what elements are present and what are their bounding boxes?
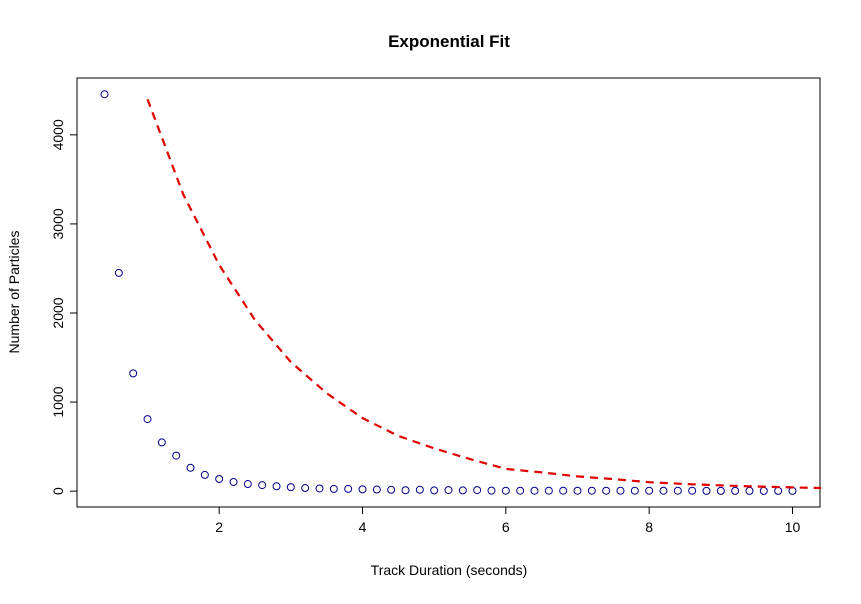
data-point [100,90,109,99]
data-point [630,486,639,495]
data-point [172,451,181,460]
x-tick-label: 4 [359,519,367,535]
y-tick-label: 1000 [50,386,66,417]
data-point [200,470,209,479]
x-tick-label: 6 [502,519,510,535]
data-point [329,484,338,493]
x-tick-label: 10 [785,519,801,535]
data-point [530,486,539,495]
data-point [688,486,697,495]
data-point [387,485,396,494]
chart-title: Exponential Fit [388,32,510,51]
data-point [731,486,740,495]
x-tick-label: 8 [645,519,653,535]
data-point [301,484,310,493]
data-point [315,484,324,493]
data-point [501,486,510,495]
data-point [186,463,195,472]
data-point [702,486,711,495]
data-point [673,486,682,495]
data-point [559,486,568,495]
data-point [114,268,123,277]
data-point [473,486,482,495]
data-point [616,486,625,495]
data-point [157,438,166,447]
data-point [587,486,596,495]
data-point [745,486,754,495]
data-point [759,486,768,495]
plot-frame [76,77,821,508]
data-point [401,486,410,495]
data-point [716,486,725,495]
data-point [458,486,467,495]
data-point [544,486,553,495]
y-tick-label: 2000 [50,297,66,328]
data-point [243,480,252,489]
data-point [372,485,381,494]
data-point [645,486,654,495]
data-point [258,481,267,490]
data-point [229,477,238,486]
data-point [487,486,496,495]
data-point [415,485,424,494]
data-point [774,486,783,495]
data-point [602,486,611,495]
data-point [344,484,353,493]
data-point [659,486,668,495]
y-tick-label: 4000 [50,119,66,150]
y-tick-label: 0 [50,487,66,495]
x-axis-label: Track Duration (seconds) [371,562,528,578]
data-point [215,474,224,483]
data-point [444,486,453,495]
data-point [516,486,525,495]
data-point [129,369,138,378]
data-point [272,482,281,491]
data-point [143,415,152,424]
data-point [430,486,439,495]
data-point [573,486,582,495]
x-tick-label: 2 [215,519,223,535]
fit-curve [146,98,822,490]
data-point [286,483,295,492]
data-point [358,485,367,494]
y-tick-label: 3000 [50,208,66,239]
y-axis-label: Number of Particles [6,231,22,354]
